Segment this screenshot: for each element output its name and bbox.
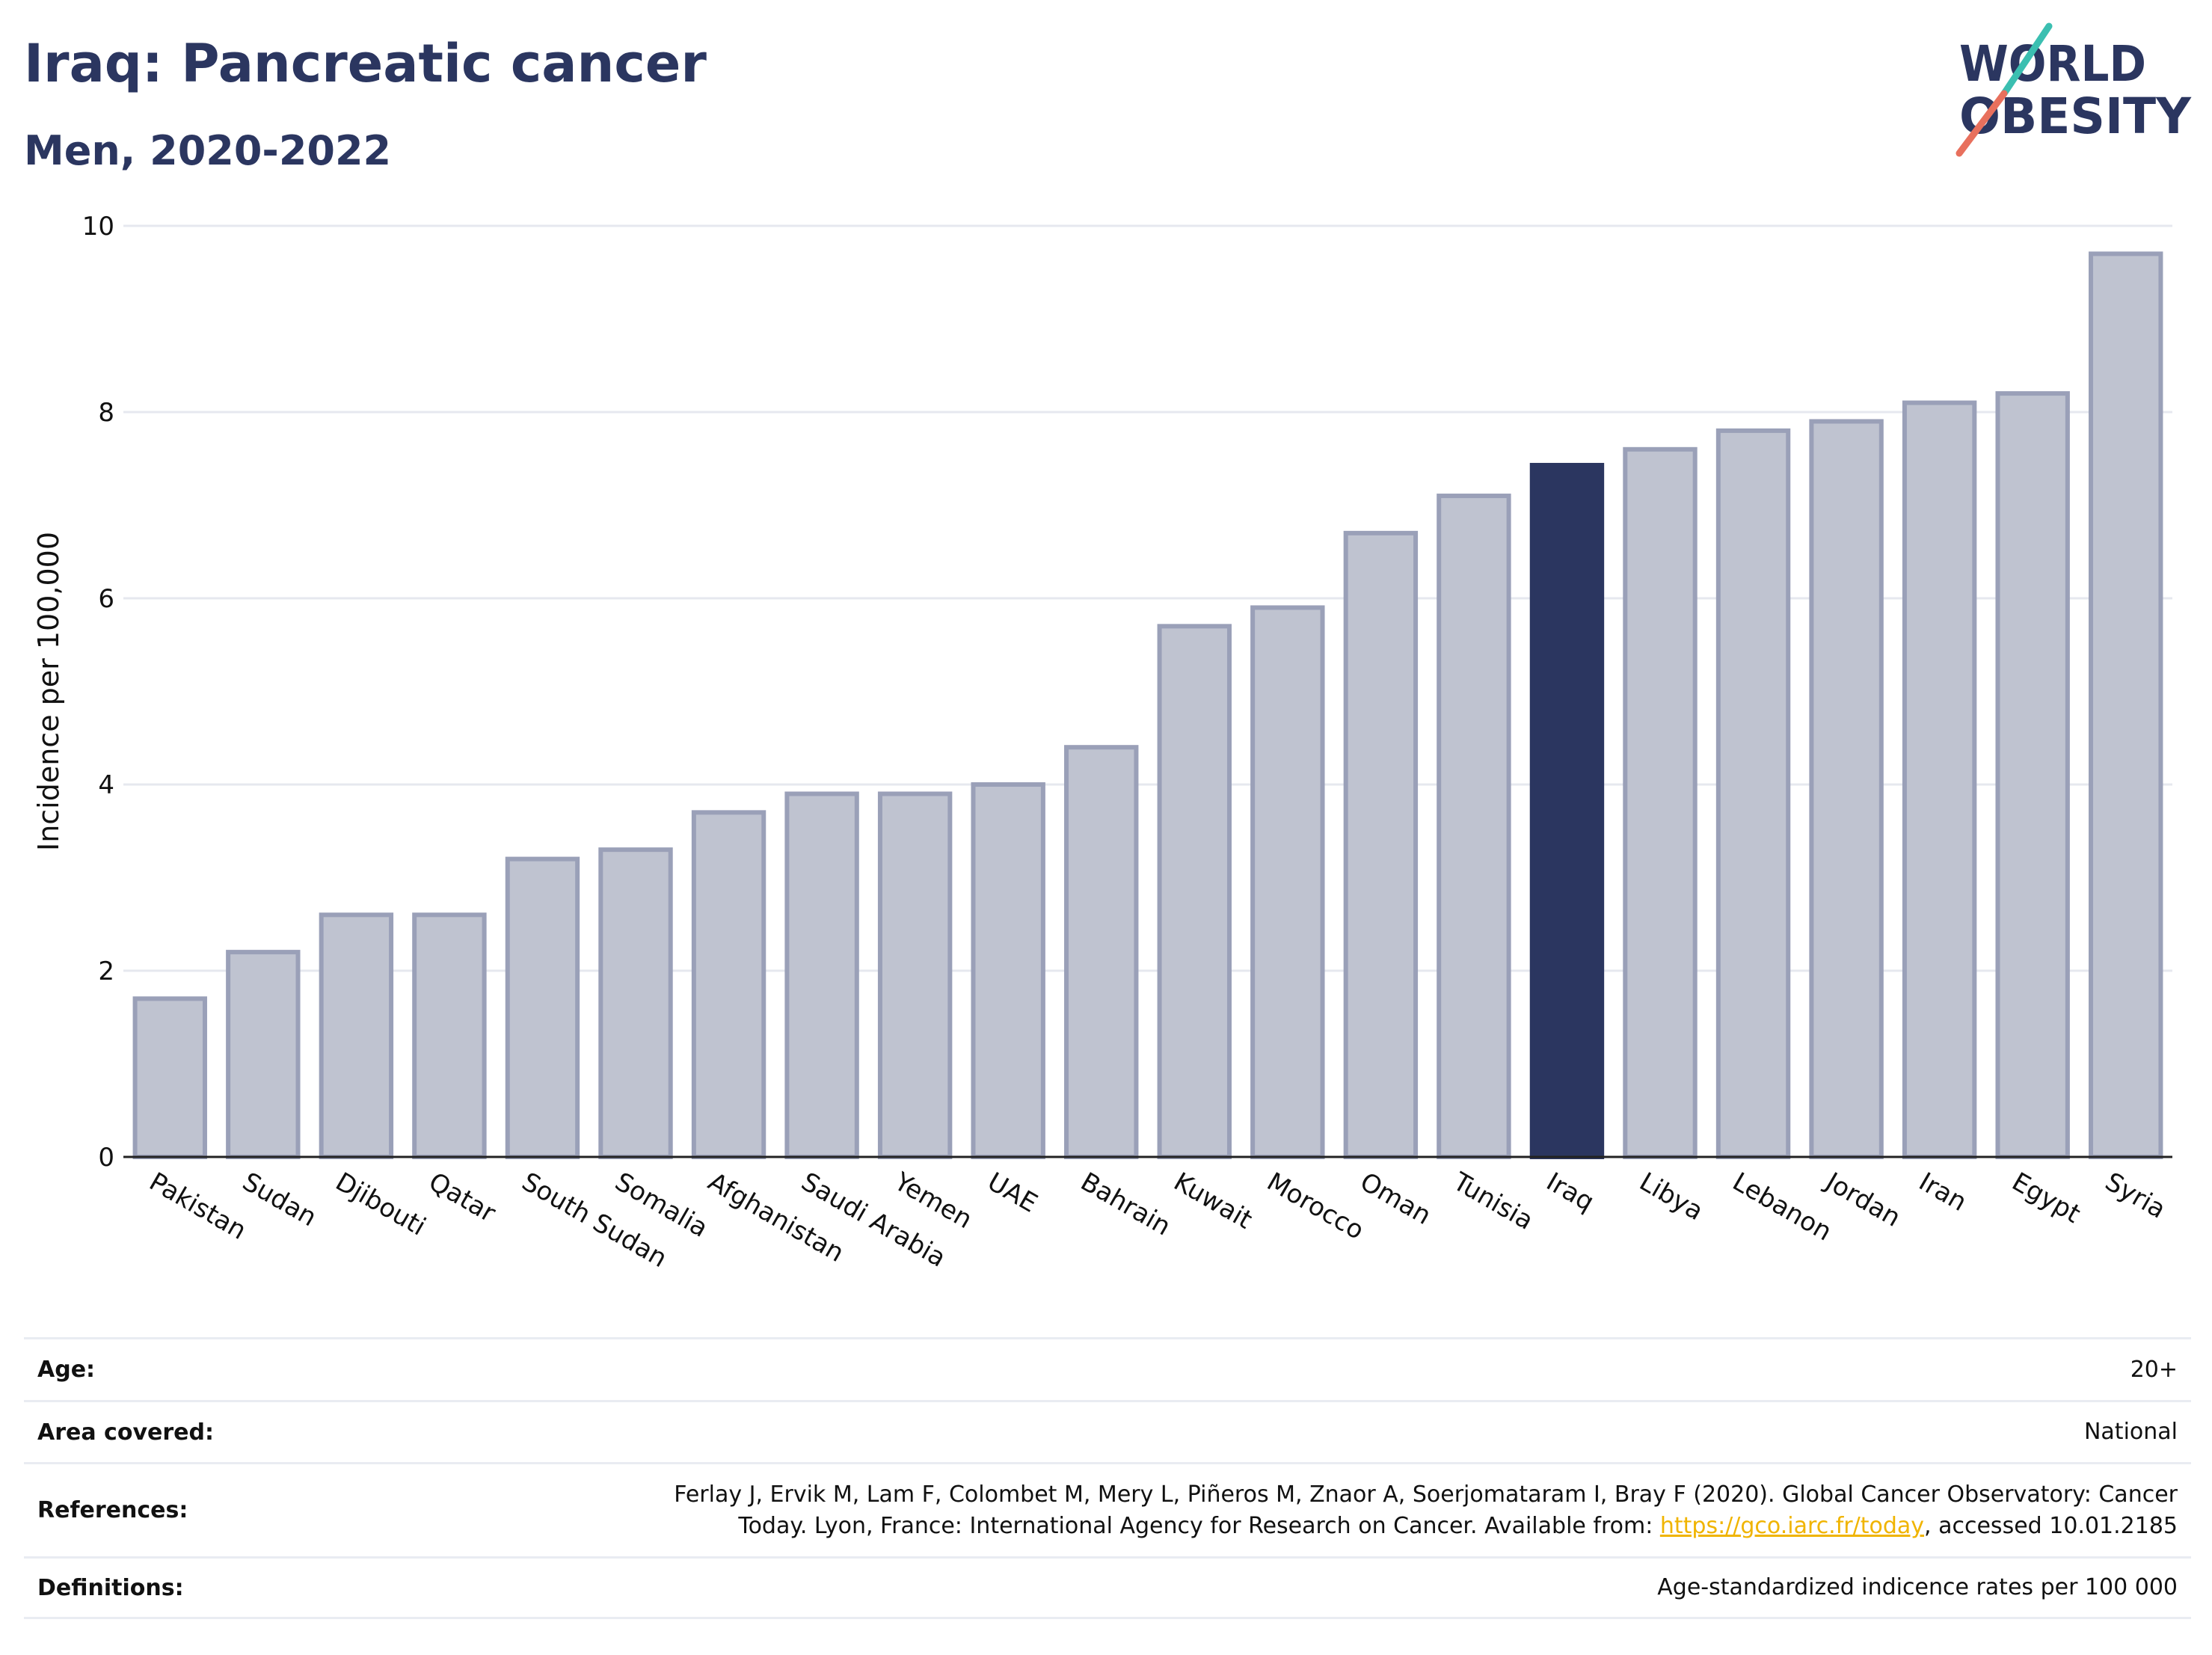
bar-south-sudan <box>505 856 580 1159</box>
info-row-age: Age: 20+ <box>24 1337 2191 1400</box>
info-row-definitions: Definitions: Age-standardized indicence … <box>24 1556 2191 1619</box>
bar-yemen <box>877 791 953 1159</box>
bar-iraq <box>1529 462 1605 1159</box>
bar-saudi-arabia <box>784 791 859 1159</box>
bar-sudan <box>226 950 301 1159</box>
x-tick-label: Sudan <box>237 1167 322 1232</box>
x-tick-label: Kuwait <box>1169 1167 1257 1235</box>
x-tick-label: UAE <box>983 1167 1042 1218</box>
x-tick-label: Bahrain <box>1075 1167 1176 1241</box>
y-tick-label: 10 <box>82 212 114 242</box>
info-row-references: References: Ferlay J, Ervik M, Lam F, Co… <box>24 1462 2191 1556</box>
info-value-area: National <box>2083 1419 2178 1445</box>
bar-djibouti <box>319 912 394 1160</box>
info-value-definitions: Age-standardized indicence rates per 100… <box>1657 1574 2178 1600</box>
info-value-age: 20+ <box>2130 1356 2178 1383</box>
bar-somalia <box>598 847 673 1160</box>
bar-lebanon <box>1715 428 1791 1159</box>
x-tick-label: Pakistan <box>144 1167 251 1246</box>
reference-text-line2: Today. Lyon, France: International Agenc… <box>738 1512 1660 1539</box>
info-label-references: References: <box>37 1497 188 1523</box>
y-tick-label: 8 <box>98 398 114 428</box>
bars <box>132 251 2163 1160</box>
info-label-definitions: Definitions: <box>37 1574 184 1601</box>
x-tick-label: Libya <box>1635 1167 1709 1226</box>
y-tick-label: 0 <box>98 1143 114 1173</box>
world-obesity-logo: WORLD OBESITY <box>1956 22 2192 157</box>
svg-text:WORLD: WORLD <box>1959 35 2146 93</box>
bar-afghanistan <box>691 810 766 1159</box>
x-tick-label: Egypt <box>2007 1167 2086 1229</box>
bar-jordan <box>1809 419 1884 1159</box>
x-tick-label: Iran <box>1914 1167 1971 1218</box>
info-row-area: Area covered: National <box>24 1400 2191 1462</box>
bar-tunisia <box>1437 494 1511 1159</box>
y-tick-label: 2 <box>98 957 114 986</box>
reference-text-line1: Ferlay J, Ervik M, Lam F, Colombet M, Me… <box>674 1481 2178 1508</box>
bar-pakistan <box>132 996 207 1159</box>
bar-syria <box>2089 251 2163 1160</box>
x-tick-label: Qatar <box>423 1167 500 1229</box>
y-tick-label: 4 <box>98 770 114 800</box>
x-tick-label: Iraq <box>1541 1167 1600 1218</box>
reference-text-accessed: , accessed 10.01.2185 <box>1924 1512 2178 1539</box>
y-axis-title: Incidence per 100,000 <box>32 532 65 851</box>
x-tick-label: Djibouti <box>331 1167 431 1242</box>
bar-bahrain <box>1064 745 1139 1159</box>
x-tick-label: Lebanon <box>1727 1167 1837 1247</box>
info-label-area: Area covered: <box>37 1419 214 1446</box>
bar-egypt <box>1995 391 2070 1159</box>
info-label-age: Age: <box>37 1357 96 1383</box>
bar-kuwait <box>1157 624 1232 1159</box>
info-value-references: Ferlay J, Ervik M, Lam F, Colombet M, Me… <box>674 1479 2178 1542</box>
reference-link[interactable]: https://gco.iarc.fr/today <box>1659 1512 1925 1539</box>
bar-libya <box>1623 446 1698 1159</box>
x-tick-label: Syria <box>2100 1167 2170 1225</box>
y-tick-label: 6 <box>98 584 114 614</box>
bar-iran <box>1902 400 1977 1159</box>
x-tick-label: Tunisia <box>1448 1167 1538 1236</box>
page-title: Iraq: Pancreatic cancer <box>24 33 707 94</box>
x-tick-label: Morocco <box>1262 1167 1368 1246</box>
bar-uae <box>971 782 1045 1159</box>
bar-qatar <box>412 912 487 1160</box>
page-subtitle: Men, 2020-2022 <box>24 127 392 174</box>
info-table: Age: 20+ Area covered: National Referenc… <box>24 1337 2191 1619</box>
bar-oman <box>1343 530 1419 1159</box>
y-axis-ticks: 0 2 4 6 8 10 <box>82 212 114 1173</box>
bar-morocco <box>1250 605 1325 1159</box>
